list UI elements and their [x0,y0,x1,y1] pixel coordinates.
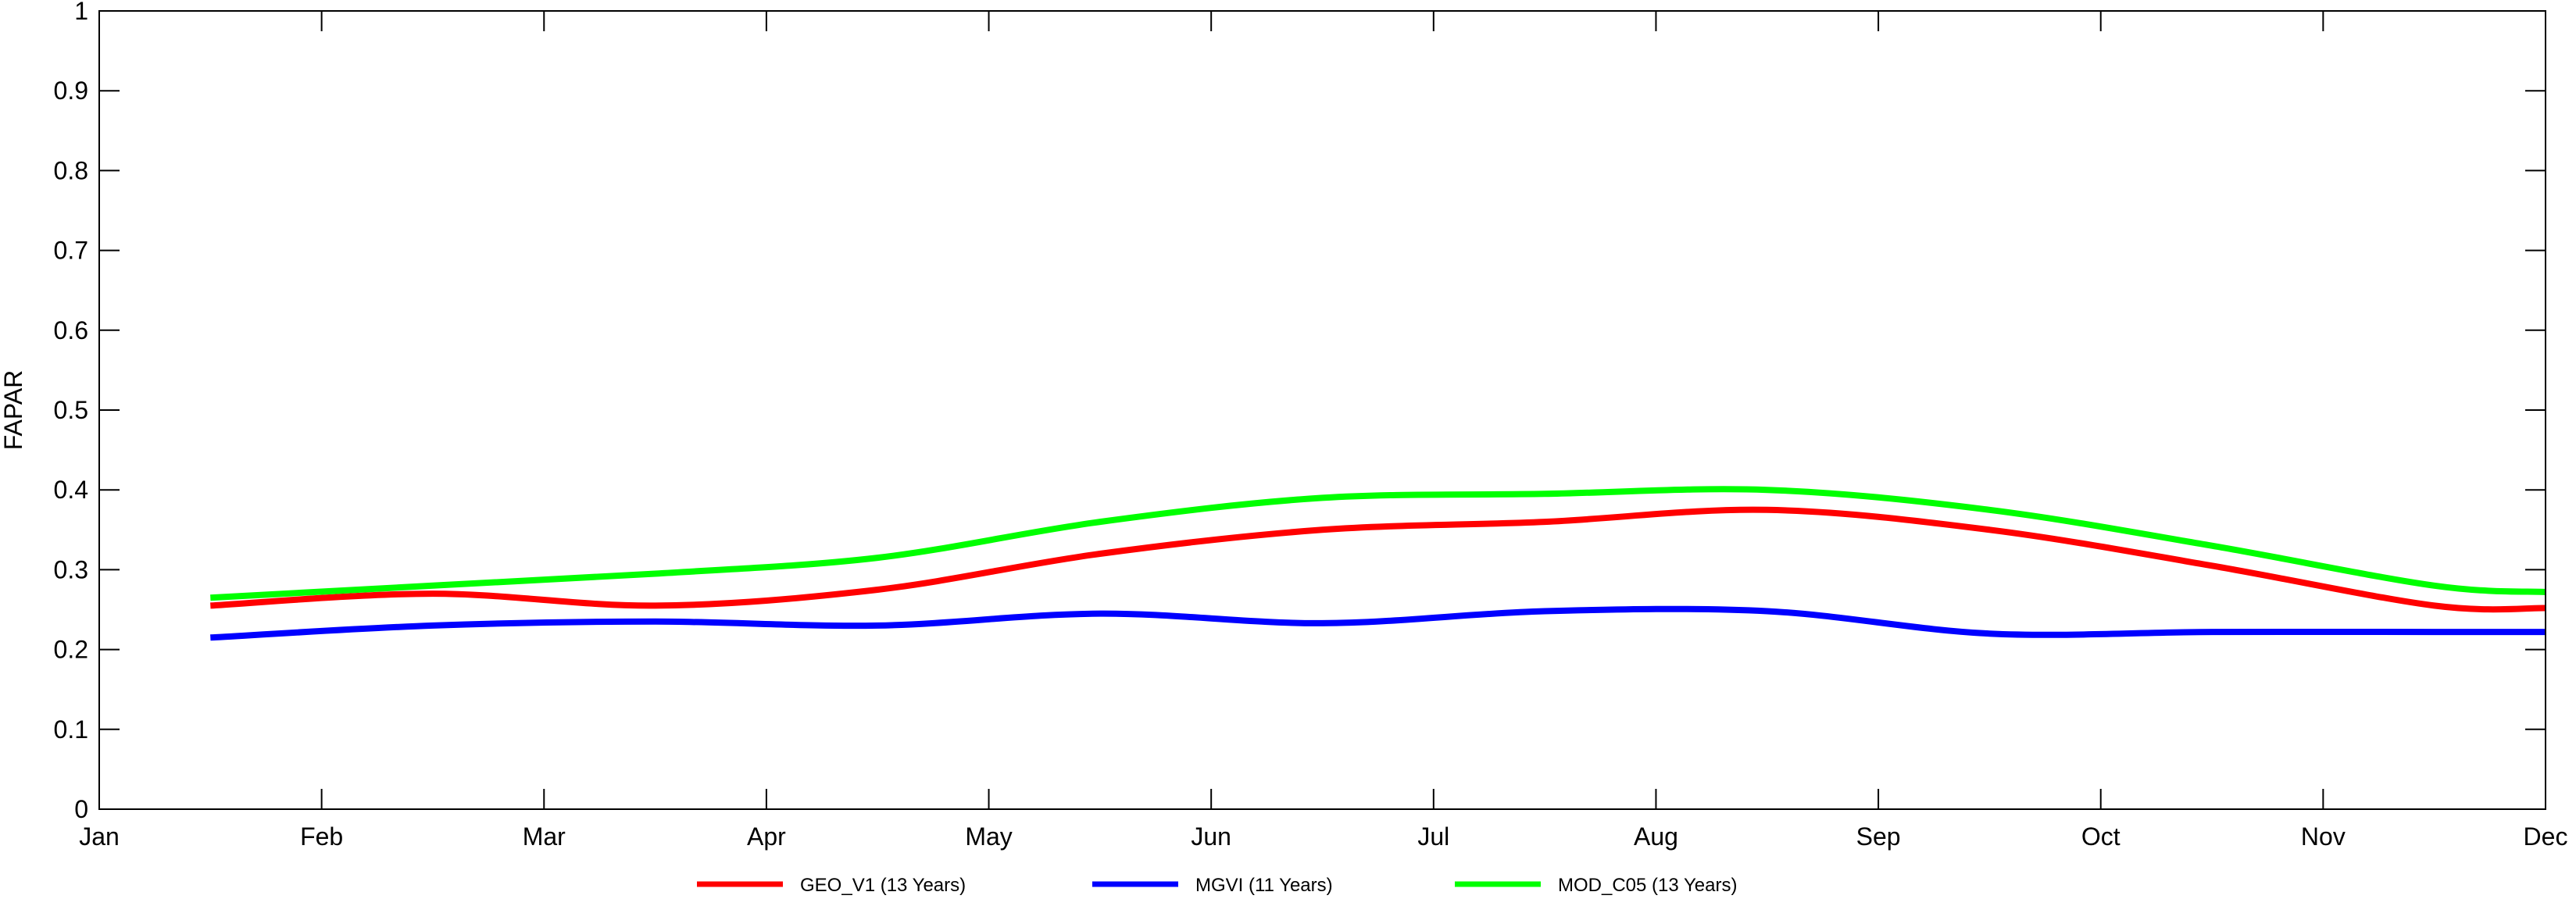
y-tick-label: 0.3 [54,555,88,583]
series-lines [210,486,2546,641]
y-tick-label: 0.8 [54,156,88,184]
y-tick-label: 0.5 [54,396,88,424]
y-axis-label: FAPAR [0,370,27,451]
y-tick-label: 0.9 [54,77,88,105]
y-tick-label: 0.2 [54,636,88,664]
legend-label-geo-v1: GEO_V1 (13 Years) [800,875,966,896]
series-line-mod-c05 [210,486,2546,601]
y-tick-label: 0.1 [54,715,88,744]
y-axis-ticks: 0 0.1 0.2 0.3 0.4 0.5 0.6 0.7 0.8 0.9 1 [54,0,2546,823]
x-tick-label: Jan [79,822,120,851]
x-tick-label: Apr [747,822,786,851]
x-tick-label: Feb [300,822,343,851]
legend-label-mod-c05: MOD_C05 (13 Years) [1558,875,1737,896]
x-axis-ticks: Jan Feb Mar Apr May Jun Jul Aug Sep Oct Nov Dec [79,11,2567,851]
x-tick-label: Mar [523,822,566,851]
plot-area-frame [98,10,2546,810]
x-tick-label: Jul [1417,822,1449,851]
y-tick-label: 0.6 [54,316,88,344]
x-tick-label: Jun [1191,822,1231,851]
y-tick-label: 1 [74,0,88,25]
series-line-geo-v1 [210,506,2546,613]
y-tick-label: 0.4 [54,476,88,504]
y-tick-label: 0 [74,795,88,823]
series-line-mgvi [210,605,2546,641]
x-tick-label: Nov [2301,822,2346,851]
legend-label-mgvi: MGVI (11 Years) [1195,875,1333,896]
y-tick-label: 0.7 [54,237,88,265]
legend: GEO_V1 (13 Years) MGVI (11 Years) MOD_C05 … [697,875,1737,896]
x-tick-label: Dec [2524,822,2568,851]
x-tick-label: Sep [1856,822,1901,851]
x-tick-label: May [965,822,1012,851]
x-tick-label: Oct [2081,822,2120,851]
x-tick-label: Aug [1634,822,1678,851]
